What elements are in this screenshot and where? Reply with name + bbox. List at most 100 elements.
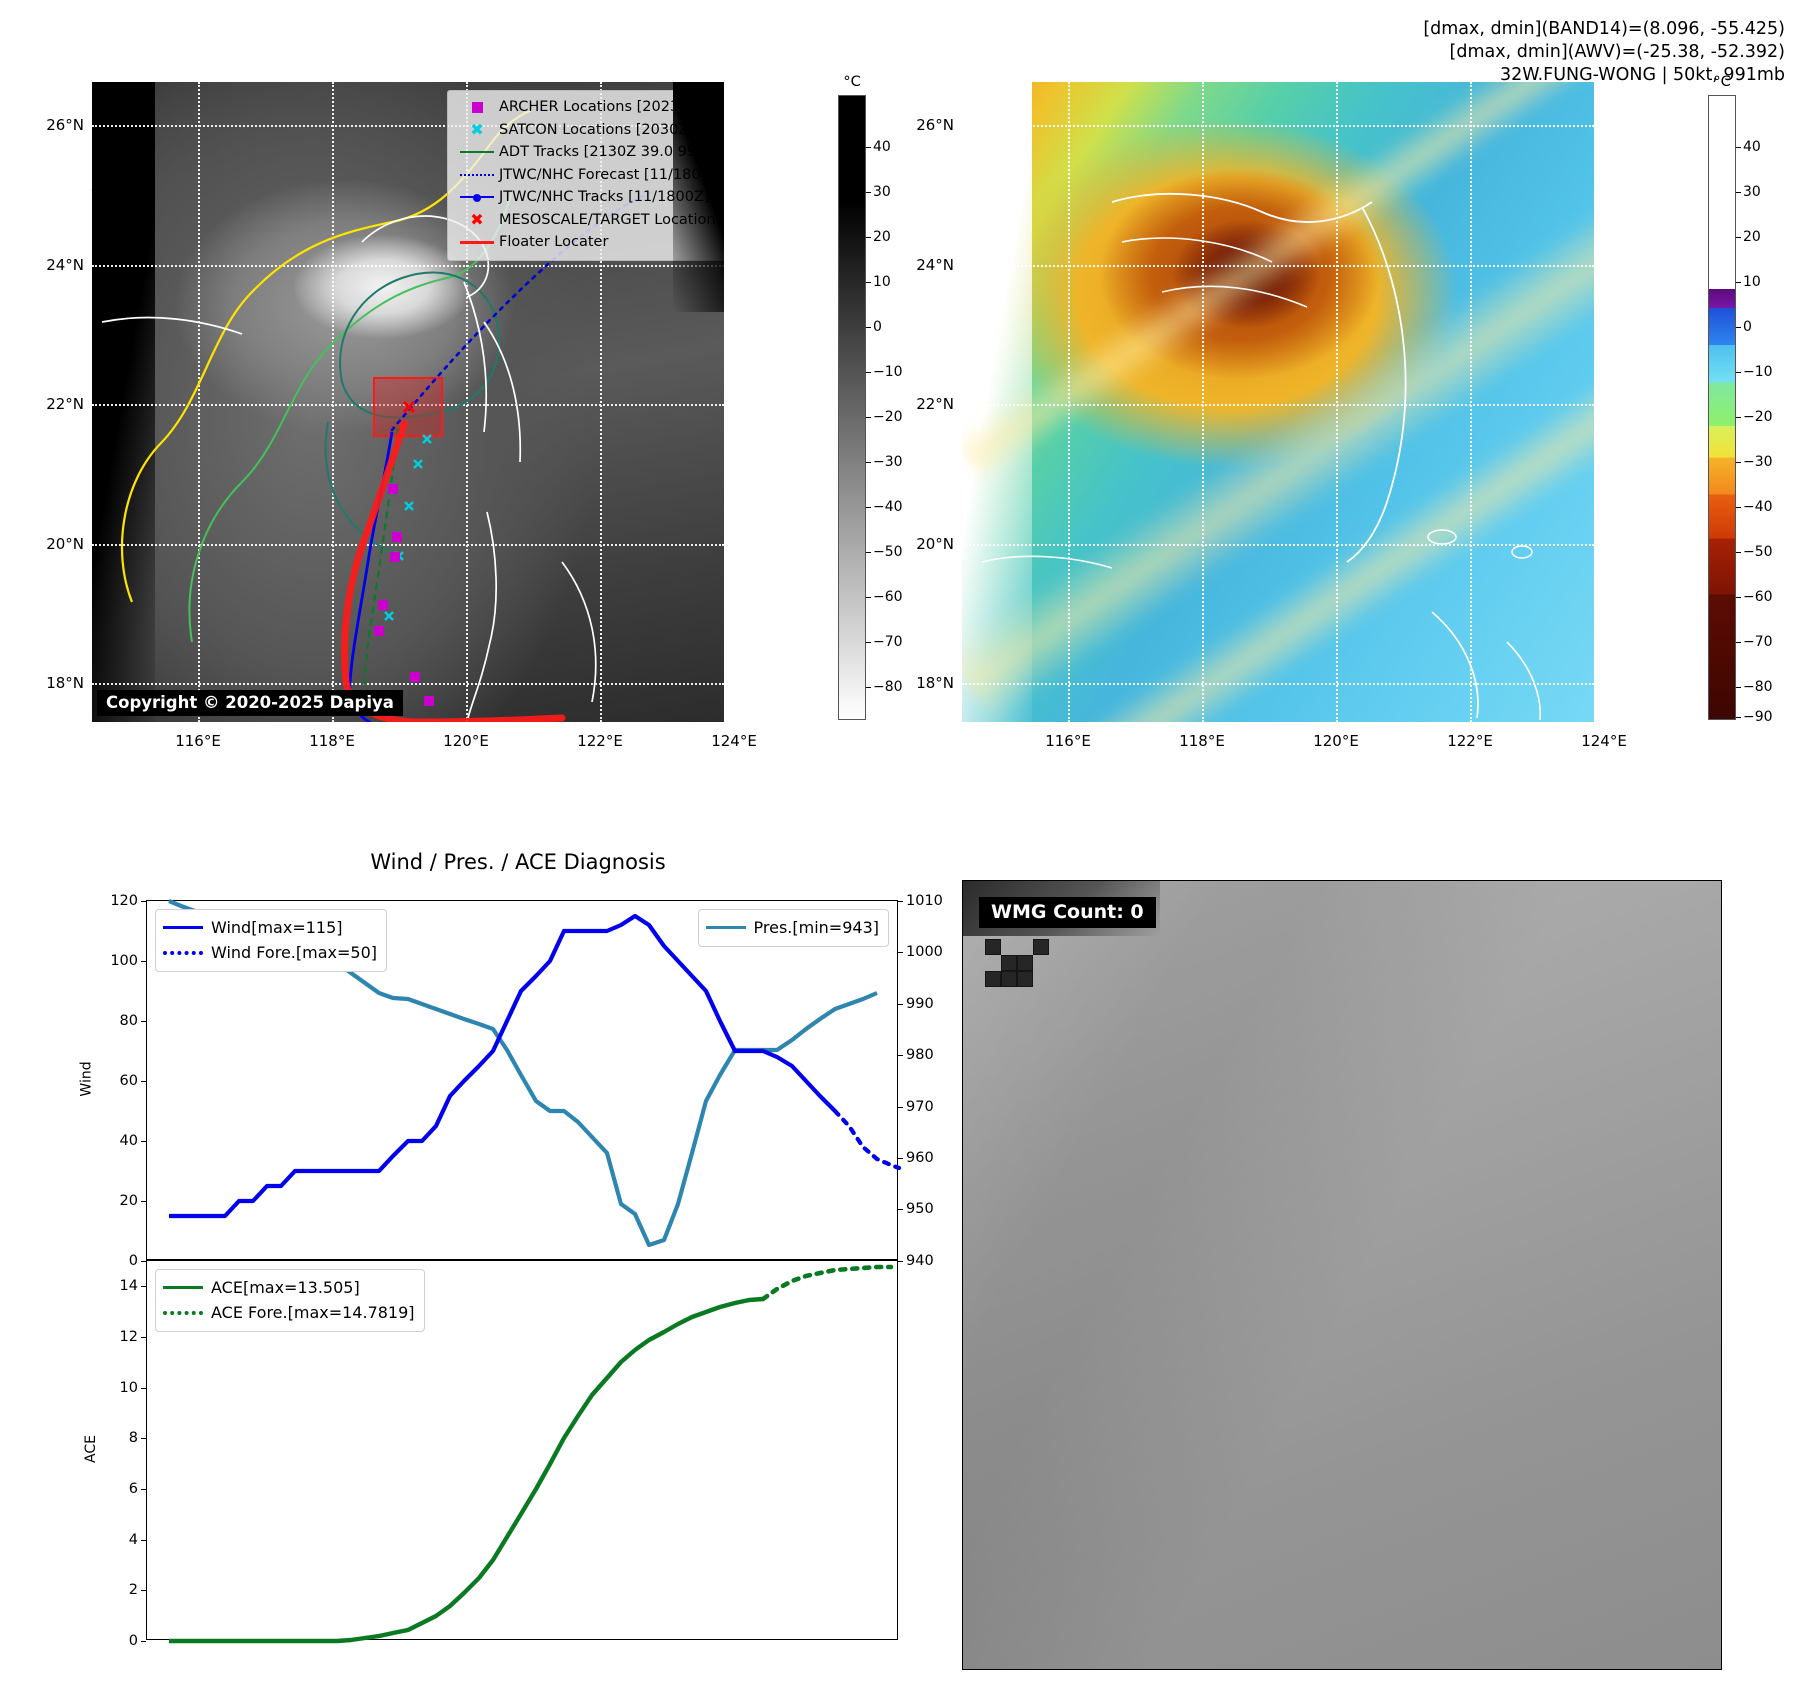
ir-cbar-tick: 30 [866,184,891,200]
ir-cbar-tick: −20 [866,409,903,425]
wind-ytick: 100 [110,953,146,969]
pressure-ytick: 970 [898,1099,934,1115]
bd-cbar-tick: 40 [1736,139,1761,155]
bd-cbar-tick: 0 [1736,319,1752,335]
contour-overlay [101,108,654,722]
bd-cbar-tick: −20 [1736,409,1773,425]
bd-cbar-tick: 30 [1736,184,1761,200]
coastline-overlay [981,192,1542,721]
wmg-pixel [1001,971,1017,987]
legend-row-archer: ARCHER Locations [2023Z] [455,96,723,119]
enhanced-ir-panel: 26°N 24°N 22°N 20°N 18°N 116°E 118°E 120… [916,82,1627,750]
ace-ytick: 0 [128,1633,147,1649]
ir-cbar-tick: 20 [866,229,891,245]
ace-legend: ACE[max=13.505] ACE Fore.[max=14.7819] [155,1269,425,1332]
wmg-pixel [1001,955,1017,971]
ir-lon-tick: 118°E [309,732,355,750]
bd-lon-tick: 118°E [1179,732,1225,750]
bd-cbar-tick: −70 [1736,634,1773,650]
bd-cbar-tick: −30 [1736,454,1773,470]
stats-awv: [dmax, dmin](AWV)=(-25.38, -52.392) [1449,42,1785,63]
satcon-marker-icon: ✖ [470,119,484,139]
pressure-ytick: 960 [898,1150,934,1166]
wind-line-icon [163,926,211,929]
pressure-ytick: 980 [898,1047,934,1063]
ir-colorbar-gradient [838,95,866,720]
ace-ytick: 12 [119,1329,147,1345]
ir-cbar-tick: −10 [866,364,903,380]
ir-lat-tick: 24°N [46,256,84,274]
wmg-pixel [1033,939,1049,955]
wind-forecast-line-icon [163,950,211,955]
legend-label-forecast: JTWC/NHC Forecast [11/1800Z] [499,166,724,183]
legend-label-archer: ARCHER Locations [2023Z] [499,99,695,116]
ace-ytick: 2 [128,1582,147,1598]
ir-cbar-tick: −70 [866,634,903,650]
wmg-pixel [985,939,1001,955]
floater-line-icon [455,240,499,244]
wind-ytick: 20 [119,1193,147,1209]
ir-lat-tick: 18°N [46,674,84,692]
wmg-grayscale-image[interactable]: WMG Count: 0 [962,880,1722,1670]
pressure-line-icon [705,926,754,929]
adt-line-icon [455,151,499,154]
wmg-pixel [985,971,1001,987]
wind-axis-label: Wind [78,1061,95,1097]
wind-ytick: 0 [128,1253,147,1269]
legend-label-ace: ACE[max=13.505] [211,1278,360,1297]
bd-lat-tick: 24°N [916,256,954,274]
ir-legend: ARCHER Locations [2023Z] ✖ SATCON Locati… [447,90,724,261]
ace-axes[interactable]: 0 2 4 6 8 10 12 14 ACE ACE[max=13.505] A… [83,1260,898,1649]
enhanced-colorbar: °C 40 30 20 10 0 −10 −20 −30 −40 −50 −60… [1708,74,1773,725]
bd-cbar-tick: 20 [1736,229,1761,245]
forecast-dotted-line-icon [455,173,499,176]
ir-grayscale-panel: ARCHER Locations [2023Z] ✖ SATCON Locati… [46,82,757,750]
legend-row-wind-forecast: Wind Fore.[max=50] [163,940,377,965]
legend-row-floater: Floater Locater [455,231,723,254]
legend-row-wind: Wind[max=115] [163,915,377,940]
bd-colorbar-unit: °C [1713,74,1731,90]
wmg-count-badge: WMG Count: 0 [979,897,1156,928]
wind-pressure-axes[interactable]: 0 20 40 60 80 100 120 Wind 940 950 960 9… [79,893,1003,1269]
legend-label-wind-forecast: Wind Fore.[max=50] [211,943,377,962]
legend-label-mesoscale: MESOSCALE/TARGET Location [499,211,716,228]
bd-lon-tick: 120°E [1313,732,1359,750]
ir-colorbar-unit: °C [843,74,861,90]
enhanced-satellite-image[interactable] [962,82,1594,722]
ir-cbar-tick: −40 [866,499,903,515]
stats-band14: [dmax, dmin](BAND14)=(8.096, -55.425) [1423,19,1785,39]
wmg-pixel [1017,955,1033,971]
wmg-pixel [1017,971,1033,987]
ir-colorbar: °C 40 30 20 10 0 −10 −20 −30 −40 −50 −60… [838,74,903,720]
bd-colorbar-gradient [1708,95,1736,720]
ace-ytick: 14 [119,1278,147,1294]
ir-cbar-tick: 0 [866,319,882,335]
wind-pressure-ace-panel: Wind / Pres. / ACE Diagnosis 0 20 40 60 … [40,850,1003,1670]
ace-forecast-line-icon [163,1310,211,1315]
bd-cbar-tick: −10 [1736,364,1773,380]
wind-ytick: 60 [119,1073,147,1089]
bd-lat-tick: 20°N [916,535,954,553]
bd-cbar-tick: −80 [1736,679,1773,695]
pressure-ytick: 990 [898,996,934,1012]
mesoscale-marker-icon: ✖ [470,209,484,229]
wind-ytick: 120 [110,893,146,909]
legend-row-tracks: JTWC/NHC Tracks [11/1800Z] [455,186,723,209]
legend-row-mesoscale: ✖ MESOSCALE/TARGET Location [455,209,723,232]
legend-label-wind: Wind[max=115] [211,918,343,937]
ir-cbar-tick: 40 [866,139,891,155]
ace-line-icon [163,1286,211,1289]
ir-cbar-tick: −50 [866,544,903,560]
ace-ytick: 6 [128,1481,147,1497]
ir-satellite-image[interactable]: ARCHER Locations [2023Z] ✖ SATCON Locati… [92,82,724,722]
tracks-line-marker-icon [455,194,499,203]
pressure-ytick: 1010 [898,893,943,909]
ace-ytick: 10 [119,1380,147,1396]
ir-lat-tick: 26°N [46,116,84,134]
legend-label-satcon: SATCON Locations [2030Z 40 994] [499,121,724,138]
legend-label-pressure: Pres.[min=943] [753,918,879,937]
bd-lon-tick: 124°E [1581,732,1627,750]
copyright-badge: Copyright © 2020-2025 Dapiya [97,690,403,716]
legend-row-adt: ADT Tracks [2130Z 39.0 995.0] [455,141,724,164]
